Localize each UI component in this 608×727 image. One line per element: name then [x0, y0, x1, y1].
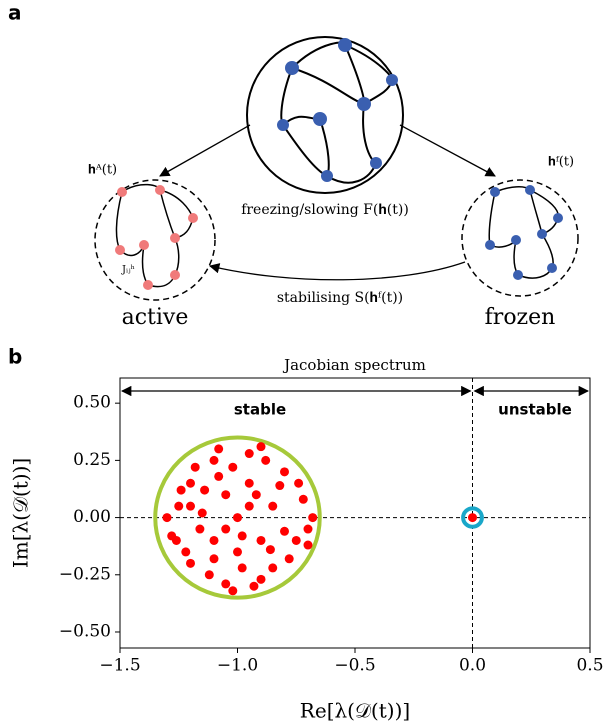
- eigenvalue-point: [298, 494, 308, 504]
- y-axis-label: Im[λ(𝒟(t))]: [9, 458, 33, 568]
- freeze-caption: freezing/slowing F(𝐡(t)): [241, 202, 409, 218]
- eigenvalue-point: [228, 462, 238, 472]
- eigenvalue-point: [268, 501, 278, 511]
- x-axis-label: Re[λ(𝒟(t))]: [300, 699, 410, 723]
- eigenvalue-point: [249, 581, 259, 591]
- eigenvalue-point: [265, 545, 275, 555]
- region-label: stable: [234, 401, 286, 419]
- chart-title: Jacobian spectrum: [282, 356, 426, 374]
- eigenvalue-point: [294, 478, 304, 488]
- panel-label: b: [8, 345, 22, 369]
- eigenvalue-point: [233, 547, 242, 557]
- eigenvalue-point: [308, 513, 318, 523]
- eigenvalue-point: [186, 501, 195, 511]
- active-state: 𝐡ᴬ(t): [88, 163, 117, 178]
- eigenvalue-point: [468, 513, 477, 523]
- coupling-label: Jᵢⱼʰ: [121, 265, 135, 276]
- eigenvalue-point: [275, 481, 285, 491]
- eigenvalue-point: [174, 501, 184, 511]
- y-tick-label: 0.25: [73, 450, 111, 470]
- eigenvalue-point: [280, 526, 289, 536]
- frozen-label: frozen: [485, 305, 556, 330]
- eigenvalue-point: [244, 501, 254, 511]
- eigenvalue-point: [200, 485, 210, 495]
- eigenvalue-point: [237, 531, 247, 541]
- panel-label: a: [8, 1, 22, 25]
- eigenvalue-point: [251, 490, 261, 500]
- spectrum-circle: [153, 435, 322, 600]
- eigenvalue-point: [176, 485, 186, 495]
- eigenvalue-point: [261, 455, 271, 465]
- plot-area: −1.5 −1.0 −0.5 0.0 0.5 −0.50 −0.25 0.00 0.25 0.50: [59, 377, 604, 676]
- eigenvalue-point: [228, 586, 238, 596]
- eigenvalue-point: [268, 563, 278, 573]
- active-label: active: [122, 305, 189, 330]
- eigenvalue-point: [233, 513, 242, 523]
- eigenvalue-point: [244, 449, 254, 459]
- eigenvalue-point: [214, 444, 224, 454]
- eigenvalue-point: [209, 554, 219, 564]
- eigenvalue-point: [244, 478, 254, 488]
- y-tick-label: −0.50: [59, 621, 111, 641]
- eigenvalue-point: [209, 535, 219, 545]
- y-tick-label: 0.00: [73, 507, 111, 527]
- y-tick-label: 0.50: [73, 393, 111, 413]
- frozen-state: 𝐡ᶠ(t): [548, 155, 574, 170]
- eigenvalue-point: [171, 535, 181, 545]
- network-nodes: [115, 38, 563, 290]
- x-tick-label: −1.5: [99, 656, 140, 676]
- stabilise-caption: stabilising S(𝐡ᶠ(t)): [277, 290, 403, 306]
- eigenvalue-point: [195, 524, 205, 534]
- region-label: unstable: [498, 401, 572, 419]
- eigenvalue-point: [291, 535, 301, 545]
- network-diagram: [94, 36, 579, 301]
- eigenvalue-point: [221, 490, 231, 500]
- transition-arrows: [159, 124, 496, 281]
- eigenvalue-point: [284, 554, 294, 564]
- x-tick-label: −1.0: [217, 656, 258, 676]
- eigenvalue-point: [181, 547, 191, 557]
- eigenvalue-point: [280, 467, 289, 477]
- eigenvalue-point: [303, 524, 313, 534]
- eigenvalue-point: [186, 478, 195, 488]
- eigenvalue-point: [186, 558, 195, 568]
- eigenvalue-point: [256, 442, 266, 452]
- y-tick-label: −0.25: [59, 564, 111, 584]
- eigenvalue-point: [237, 563, 247, 573]
- eigenvalue-point: [303, 540, 313, 550]
- plot-frame: [119, 377, 591, 649]
- eigenvalue-point: [221, 579, 231, 589]
- eigenvalue-point: [221, 524, 231, 534]
- eigenvalue-point: [209, 455, 219, 465]
- eigenvalue-point: [162, 513, 172, 523]
- eigenvalue-point: [256, 574, 266, 584]
- x-tick-label: 0.0: [459, 656, 486, 676]
- eigenvalue-point: [214, 471, 224, 481]
- eigenvalue-point: [190, 462, 200, 472]
- x-tick-label: 0.5: [576, 656, 603, 676]
- x-tick-label: −0.5: [334, 656, 375, 676]
- eigenvalue-point: [204, 570, 214, 580]
- spectrum-circle: [461, 506, 484, 529]
- eigenvalue-point: [256, 535, 266, 545]
- eigenvalue-point: [197, 508, 207, 518]
